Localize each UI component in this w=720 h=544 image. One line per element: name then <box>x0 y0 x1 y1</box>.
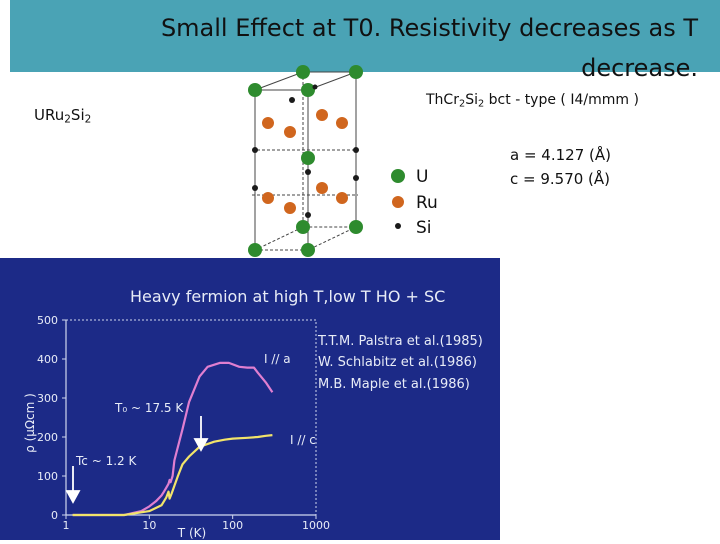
legend-si-marker <box>395 223 401 229</box>
legend-ru-marker <box>392 196 404 208</box>
ru-atoms <box>262 109 348 214</box>
y-tick-label: 100 <box>37 470 58 483</box>
y-tick-label: 0 <box>51 509 58 522</box>
structure-type: ThCr2Si2 bct - type ( I4/mmm ) <box>426 92 639 110</box>
atom-legend: U Ru Si <box>391 167 438 238</box>
legend-si-label: Si <box>416 218 432 238</box>
lattice-a: a = 4.127 (Å) <box>510 146 611 164</box>
si-atoms <box>252 84 359 218</box>
y-tick-label: 500 <box>37 314 58 327</box>
y-tick-label: 400 <box>37 353 58 366</box>
ref-1: T.T.M. Palstra et al.(1985) <box>317 334 483 349</box>
x-tick-label: 100 <box>222 519 243 532</box>
legend-ru-label: Ru <box>416 193 438 213</box>
series-line-i-a <box>72 361 274 517</box>
compound-formula: URu2Si2 <box>34 106 92 126</box>
x-tick-label: 1000 <box>302 519 330 532</box>
ref-3: M.B. Maple et al.(1986) <box>318 377 470 392</box>
x-axis-label: T (K) <box>177 526 206 540</box>
label-tc: Tc ~ 1.2 K <box>75 454 137 468</box>
y-tick-label: 200 <box>37 431 58 444</box>
u-atoms <box>248 65 363 257</box>
title-line-1: Small Effect at T0. Resistivity decrease… <box>160 14 698 42</box>
label-t0: T₀ ~ 17.5 K <box>114 401 184 415</box>
plot-heading: Heavy fermion at high T,low T HO + SC <box>130 287 445 306</box>
crystal-structure <box>248 65 363 257</box>
plot-frame <box>65 319 317 516</box>
x-tick-label: 10 <box>142 519 156 532</box>
ref-2: W. Schlabitz et al.(1986) <box>318 355 477 370</box>
lattice-c: c = 9.570 (Å) <box>510 170 611 188</box>
title-line-2: decrease. <box>581 54 698 82</box>
y-tick-label: 300 <box>37 392 58 405</box>
label-i-a: I // a <box>264 352 291 366</box>
y-axis-label: ρ (μΩcm ) <box>23 393 37 453</box>
legend-u-marker <box>391 169 405 183</box>
tc-arrow <box>65 466 81 504</box>
resistivity-chart: Heavy fermion at high T,low T HO + SC 01… <box>23 287 483 540</box>
x-tick-label: 1 <box>63 519 70 532</box>
title-bar: Small Effect at T0. Resistivity decrease… <box>10 0 720 82</box>
label-i-c: I // c <box>290 433 316 447</box>
t0-arrow <box>193 416 209 452</box>
series-line-i-c <box>72 434 273 517</box>
legend-u-label: U <box>416 167 428 187</box>
